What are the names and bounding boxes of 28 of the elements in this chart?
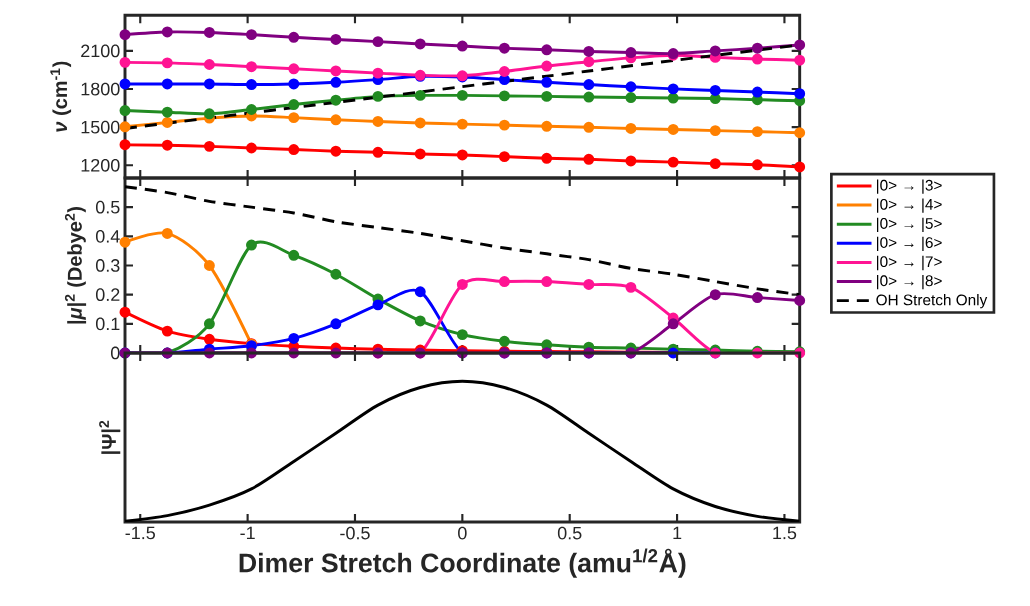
- y-tick-label: 2100: [81, 44, 120, 58]
- legend-label: |0> → |3>: [877, 179, 942, 194]
- legend-label: |0> → |4>: [877, 198, 942, 213]
- x-axis-title: Dimer Stretch Coordinate (amu$^{1/2}$Å): [239, 548, 686, 578]
- legend-label: OH Stretch Only: [876, 294, 988, 309]
- y-tick-label: 1500: [81, 120, 120, 134]
- x-tick-label: 1: [673, 526, 682, 540]
- y-tick-label: 0.4: [95, 229, 120, 243]
- y-tick-label: 1800: [81, 82, 120, 96]
- y-tick-label: 0: [110, 346, 120, 360]
- x-tick-label: -1: [240, 526, 255, 540]
- y-tick-label: 0.1: [95, 317, 120, 331]
- y-tick-label: 0.2: [95, 288, 120, 302]
- y-axis-title: ν (cm$^{-1}$): [50, 61, 72, 132]
- y-axis-title: |μ|$^{2}$ (Debye$^{2}$): [64, 206, 87, 324]
- legend-label: |0> → |6>: [877, 236, 942, 252]
- y-tick-label: 0.3: [95, 259, 120, 272]
- x-tick-label: -1.5: [125, 526, 156, 540]
- x-tick-label: 0: [458, 526, 467, 540]
- legend-label: |0> → |8>: [877, 274, 942, 290]
- x-tick-label: -0.5: [340, 526, 370, 540]
- y-axis-title: |Ψ|$^{2}$: [99, 420, 121, 454]
- y-tick-label: 0.5: [95, 200, 120, 214]
- y-tick-label: 1200: [81, 158, 120, 172]
- legend-label: |0> → |7>: [877, 255, 942, 271]
- x-tick-label: 1.5: [773, 526, 797, 540]
- x-tick-label: 0.5: [557, 526, 582, 540]
- legend-label: |0> → |5>: [877, 217, 942, 232]
